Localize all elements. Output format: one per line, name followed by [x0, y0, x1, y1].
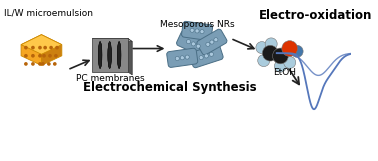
Ellipse shape — [31, 62, 35, 66]
Ellipse shape — [195, 29, 199, 33]
Ellipse shape — [108, 42, 112, 68]
Ellipse shape — [42, 54, 46, 58]
Ellipse shape — [175, 57, 179, 61]
Ellipse shape — [265, 38, 277, 50]
Ellipse shape — [108, 42, 112, 68]
Ellipse shape — [284, 56, 296, 68]
Ellipse shape — [38, 62, 42, 66]
Text: Electro-oxidation: Electro-oxidation — [259, 9, 372, 22]
Ellipse shape — [273, 48, 288, 64]
Ellipse shape — [191, 42, 195, 46]
Ellipse shape — [256, 42, 268, 54]
Polygon shape — [128, 38, 132, 75]
Ellipse shape — [180, 56, 184, 60]
FancyBboxPatch shape — [181, 21, 212, 41]
Ellipse shape — [48, 54, 52, 58]
Ellipse shape — [204, 54, 208, 58]
Ellipse shape — [118, 42, 121, 68]
Polygon shape — [92, 38, 128, 72]
Text: IL/W microemulsion: IL/W microemulsion — [5, 9, 93, 18]
FancyBboxPatch shape — [177, 31, 210, 57]
Ellipse shape — [108, 42, 112, 68]
FancyBboxPatch shape — [167, 48, 198, 67]
Ellipse shape — [53, 62, 57, 66]
Polygon shape — [21, 35, 62, 54]
FancyBboxPatch shape — [197, 29, 227, 55]
Ellipse shape — [274, 60, 287, 72]
Text: PC membranes: PC membranes — [76, 74, 144, 83]
Ellipse shape — [206, 42, 210, 46]
Ellipse shape — [31, 46, 35, 49]
Ellipse shape — [262, 45, 278, 61]
Text: Mesoporous NRs: Mesoporous NRs — [160, 20, 234, 29]
Ellipse shape — [258, 55, 270, 67]
Ellipse shape — [38, 46, 42, 49]
Ellipse shape — [282, 41, 297, 56]
Ellipse shape — [210, 40, 214, 44]
Ellipse shape — [98, 42, 102, 68]
Ellipse shape — [31, 54, 35, 58]
Ellipse shape — [98, 42, 102, 68]
Polygon shape — [92, 38, 132, 42]
Ellipse shape — [209, 52, 214, 56]
Ellipse shape — [185, 55, 189, 59]
Ellipse shape — [196, 44, 200, 48]
Ellipse shape — [118, 42, 121, 68]
Ellipse shape — [291, 45, 303, 57]
Ellipse shape — [186, 40, 191, 44]
Ellipse shape — [38, 54, 42, 58]
Ellipse shape — [47, 62, 51, 66]
Ellipse shape — [199, 56, 203, 60]
Polygon shape — [21, 35, 42, 65]
FancyBboxPatch shape — [189, 44, 223, 68]
Ellipse shape — [49, 46, 53, 49]
Ellipse shape — [98, 42, 102, 68]
Ellipse shape — [214, 38, 218, 42]
Ellipse shape — [24, 54, 28, 58]
Ellipse shape — [55, 46, 59, 49]
Ellipse shape — [24, 46, 28, 49]
Text: EtOH: EtOH — [274, 68, 297, 77]
Ellipse shape — [118, 42, 121, 68]
Ellipse shape — [43, 46, 47, 49]
Polygon shape — [42, 35, 62, 65]
Ellipse shape — [41, 62, 45, 66]
Ellipse shape — [54, 54, 58, 58]
Ellipse shape — [200, 30, 204, 34]
Text: Electrochemical Synthesis: Electrochemical Synthesis — [84, 81, 257, 94]
Ellipse shape — [24, 62, 28, 66]
Ellipse shape — [190, 28, 194, 32]
